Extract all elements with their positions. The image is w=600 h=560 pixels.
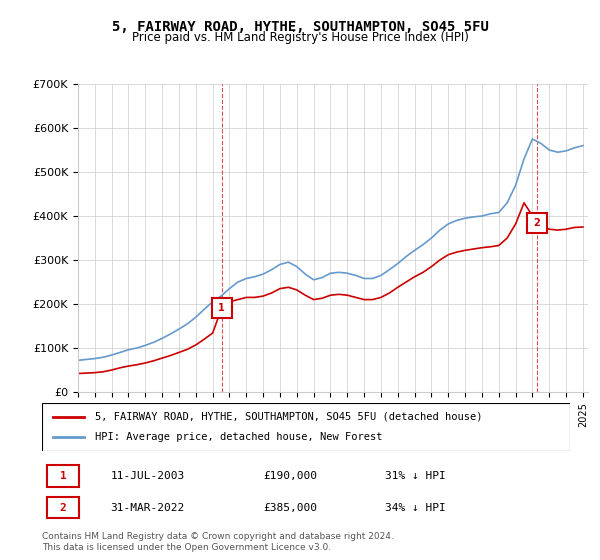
Text: 5, FAIRWAY ROAD, HYTHE, SOUTHAMPTON, SO45 5FU (detached house): 5, FAIRWAY ROAD, HYTHE, SOUTHAMPTON, SO4… (95, 412, 482, 422)
Text: 31-MAR-2022: 31-MAR-2022 (110, 503, 185, 513)
Text: Contains HM Land Registry data © Crown copyright and database right 2024.
This d: Contains HM Land Registry data © Crown c… (42, 532, 394, 552)
Text: 5, FAIRWAY ROAD, HYTHE, SOUTHAMPTON, SO45 5FU: 5, FAIRWAY ROAD, HYTHE, SOUTHAMPTON, SO4… (112, 20, 488, 34)
Text: 1: 1 (60, 471, 67, 481)
Text: HPI: Average price, detached house, New Forest: HPI: Average price, detached house, New … (95, 432, 382, 442)
Text: Price paid vs. HM Land Registry's House Price Index (HPI): Price paid vs. HM Land Registry's House … (131, 31, 469, 44)
Text: 31% ↓ HPI: 31% ↓ HPI (385, 471, 446, 481)
Text: 11-JUL-2003: 11-JUL-2003 (110, 471, 185, 481)
FancyBboxPatch shape (42, 403, 570, 451)
Text: £385,000: £385,000 (264, 503, 318, 513)
Text: 34% ↓ HPI: 34% ↓ HPI (385, 503, 446, 513)
Text: £190,000: £190,000 (264, 471, 318, 481)
FancyBboxPatch shape (47, 497, 79, 519)
Text: 1: 1 (218, 304, 225, 314)
Text: 2: 2 (533, 218, 540, 227)
FancyBboxPatch shape (47, 465, 79, 487)
Text: 2: 2 (60, 503, 67, 513)
